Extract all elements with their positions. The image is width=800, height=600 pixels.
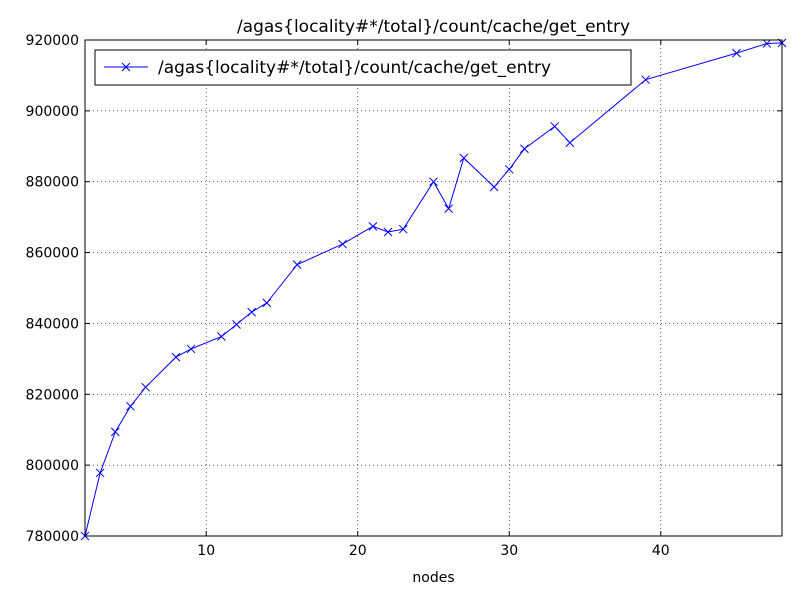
data-point [550,122,560,131]
data-point [489,182,499,192]
y-tick-label: 840000 [26,316,79,332]
data-point [641,75,650,85]
data-point [247,307,257,317]
data-point [520,144,529,154]
data-point [95,468,105,478]
data-point [504,164,514,174]
data-point [368,222,378,231]
data-point [762,39,772,48]
data-point [383,227,393,237]
data-point [459,153,469,163]
series-line [84,42,783,537]
y-tick-label: 880000 [26,175,79,191]
legend-marker-x-icon [121,62,131,72]
y-tick-label: 920000 [26,33,79,49]
data-point [732,48,741,58]
data-point [292,260,302,269]
y-tick-label: 860000 [26,246,79,262]
data-point [110,427,120,437]
x-tick-label: 10 [197,543,215,559]
y-tick-label: 800000 [26,458,79,474]
data-point [338,239,347,249]
data-point [141,382,150,392]
axes-ticks: 10 20 30 40 780000 800000 820000 840000 860000 88… [26,33,782,559]
data-point [171,352,181,362]
x-axis-label: nodes [412,570,454,586]
legend: /agas{locality#*/total}/count/cache/get_… [94,49,632,86]
x-tick-label: 40 [652,543,670,559]
x-tick-label: 20 [349,543,367,559]
chart-title: /agas{locality#*/total}/count/cache/get_… [237,17,630,37]
grid [85,40,782,536]
y-tick-label: 900000 [26,104,79,120]
data-point [398,224,408,234]
data-point [444,204,454,213]
data-point [262,298,272,308]
data-point [232,320,241,329]
data-point [565,138,575,148]
legend-entry-label: /agas{locality#*/total}/count/cache/get_… [158,58,551,78]
data-point [429,177,438,187]
series-layer [80,38,787,541]
y-tick-label: 820000 [26,387,79,403]
x-tick-label: 30 [500,543,518,559]
data-point [186,344,196,354]
data-point [217,332,226,341]
legend-box [94,49,632,86]
y-tick-label: 780000 [26,529,79,545]
plot-frame [84,39,783,537]
data-point [126,401,135,411]
